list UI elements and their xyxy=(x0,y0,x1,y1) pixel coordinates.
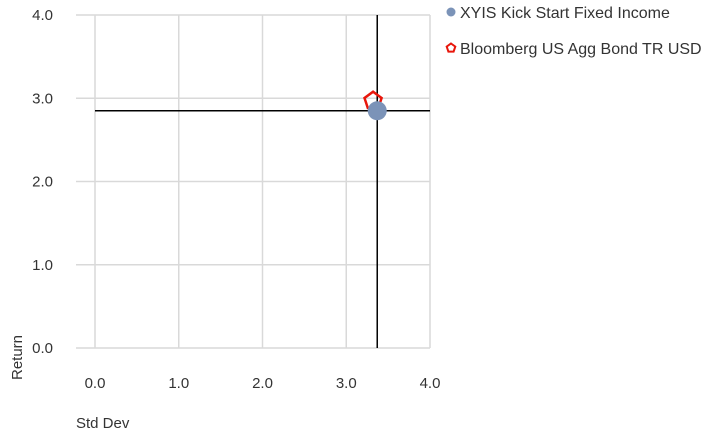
x-tick-label: 0.0 xyxy=(85,375,106,392)
y-tick-label: 3.0 xyxy=(32,90,53,107)
x-tick-label: 2.0 xyxy=(252,375,273,392)
x-tick-label: 4.0 xyxy=(420,375,441,392)
legend-label: Bloomberg US Agg Bond TR USD xyxy=(460,41,702,58)
x-tick-label: 3.0 xyxy=(336,375,357,392)
y-tick-label: 4.0 xyxy=(32,7,53,24)
y-axis-label: Return xyxy=(9,335,26,380)
data-points xyxy=(363,90,387,121)
y-tick-label: 2.0 xyxy=(32,174,53,191)
y-tick-label: 1.0 xyxy=(32,257,53,274)
x-axis-label: Std Dev xyxy=(76,415,130,432)
y-tick-label: 0.0 xyxy=(32,340,53,357)
legend-fund-marker xyxy=(446,7,456,17)
x-tick-labels: 0.0 1.0 2.0 3.0 4.0 xyxy=(85,375,441,392)
grid-lines xyxy=(76,14,431,349)
fund-point xyxy=(367,101,387,121)
x-tick-label: 1.0 xyxy=(168,375,189,392)
legend: XYIS Kick Start Fixed Income Bloomberg US… xyxy=(445,5,702,58)
legend-benchmark-marker xyxy=(445,42,457,53)
legend-label: XYIS Kick Start Fixed Income xyxy=(460,5,670,22)
y-tick-labels: 0.0 1.0 2.0 3.0 4.0 xyxy=(32,7,53,357)
